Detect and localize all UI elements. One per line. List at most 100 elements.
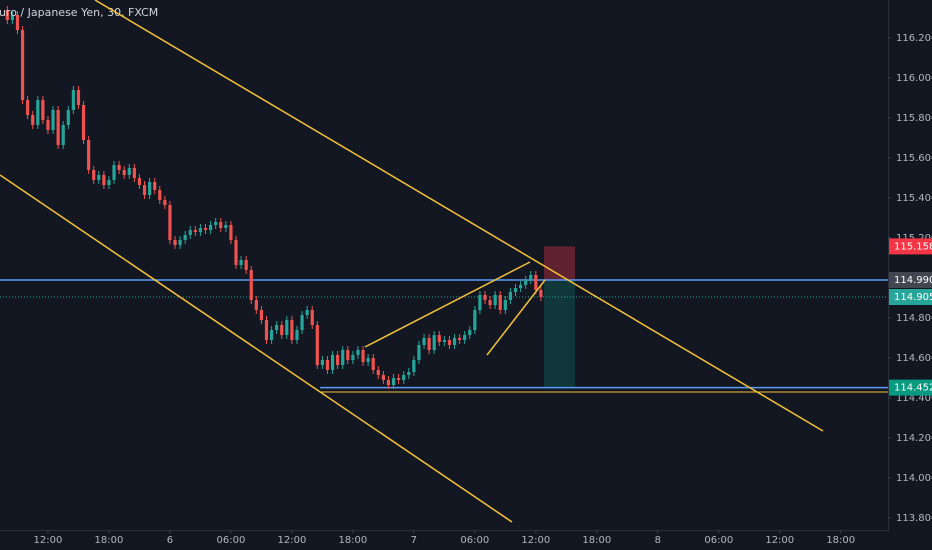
candle-body bbox=[20, 30, 25, 100]
candle-body bbox=[117, 165, 121, 170]
candle-body bbox=[402, 375, 406, 380]
lower-channel-line bbox=[0, 174, 513, 523]
candle-body bbox=[112, 165, 116, 180]
candle-body bbox=[254, 300, 258, 310]
candle-body bbox=[71, 90, 75, 110]
candle-body bbox=[234, 240, 238, 265]
x-tick-label: 6 bbox=[167, 535, 173, 546]
candle-body bbox=[295, 330, 299, 340]
candle-body bbox=[361, 350, 365, 362]
candle-body bbox=[178, 240, 182, 245]
y-tick-label: 115.600 bbox=[896, 153, 932, 164]
x-tick-label: 12:00 bbox=[521, 535, 550, 546]
candle-body bbox=[473, 310, 477, 330]
candle-body bbox=[92, 170, 96, 180]
trend-lines bbox=[0, 0, 888, 523]
candle-body bbox=[107, 180, 111, 185]
y-tick-label: 113.800 bbox=[896, 513, 932, 524]
candle-body bbox=[412, 360, 416, 372]
candle-body bbox=[168, 205, 172, 240]
candle-body bbox=[249, 270, 253, 300]
candle-body bbox=[432, 335, 436, 350]
candle-body bbox=[452, 338, 457, 345]
candle-body bbox=[407, 372, 411, 375]
y-tick-label: 114.400 bbox=[896, 393, 932, 404]
candle-body bbox=[15, 15, 20, 30]
y-tick-label: 114.000 bbox=[896, 473, 932, 484]
time-axis-bg bbox=[0, 531, 932, 550]
candle-body bbox=[214, 222, 218, 225]
x-tick-label: 7 bbox=[411, 535, 417, 546]
candle-body bbox=[366, 358, 370, 362]
candle-body bbox=[463, 335, 467, 340]
candle-body bbox=[351, 355, 355, 360]
candle-body bbox=[503, 300, 507, 310]
candle-body bbox=[437, 335, 441, 342]
y-tick-label: 114.600 bbox=[896, 353, 932, 364]
candle-body bbox=[539, 290, 543, 297]
candle-body bbox=[87, 140, 91, 170]
candle-body bbox=[458, 338, 462, 340]
price-label-bg bbox=[889, 238, 932, 255]
x-tick-label: 12:00 bbox=[765, 535, 794, 546]
candle-body bbox=[219, 222, 223, 228]
price-label: 115.158 bbox=[894, 241, 932, 252]
candle-body bbox=[468, 330, 472, 335]
candle-body bbox=[381, 375, 385, 380]
candle-body bbox=[76, 90, 81, 105]
candle-body bbox=[534, 275, 538, 290]
candle-body bbox=[493, 295, 497, 305]
candle-body bbox=[447, 340, 452, 345]
candle-body bbox=[229, 225, 233, 240]
candle-body bbox=[183, 235, 187, 240]
candle-body bbox=[163, 200, 167, 205]
candle-body bbox=[442, 340, 446, 342]
candle-body bbox=[153, 182, 157, 190]
chart-title: Euro / Japanese Yen, 30, FXCM bbox=[0, 6, 158, 19]
candle-body bbox=[208, 225, 213, 230]
x-tick-label: 18:00 bbox=[95, 535, 124, 546]
candle-body bbox=[36, 100, 40, 125]
price-label-bg bbox=[889, 272, 932, 288]
x-tick-label: 8 bbox=[655, 535, 661, 546]
candle-body bbox=[97, 175, 101, 180]
x-tick-label: 18:00 bbox=[338, 535, 367, 546]
candle-body bbox=[488, 300, 492, 305]
candle-body bbox=[51, 110, 55, 130]
candle-body bbox=[26, 100, 30, 115]
candle-body bbox=[127, 168, 131, 175]
x-tick-label: 06:00 bbox=[460, 535, 489, 546]
candle-body bbox=[325, 360, 330, 370]
x-tick-label: 12:00 bbox=[34, 535, 63, 546]
candle-body bbox=[341, 350, 345, 365]
candle-body bbox=[66, 110, 70, 125]
candle-body bbox=[498, 295, 502, 310]
candle-body bbox=[264, 320, 269, 340]
candle-body bbox=[203, 228, 208, 230]
target-zone bbox=[544, 280, 575, 388]
candle-body bbox=[371, 358, 375, 370]
candle-body bbox=[508, 292, 513, 300]
candle-body bbox=[417, 345, 421, 360]
wedge-upper-line bbox=[364, 261, 531, 348]
candle-body bbox=[259, 310, 264, 320]
candle-body bbox=[188, 230, 192, 235]
y-tick-label: 115.800 bbox=[896, 113, 932, 124]
y-tick-label: 116.000 bbox=[896, 73, 932, 84]
candle-body bbox=[10, 15, 14, 20]
x-tick-label: 06:00 bbox=[704, 535, 733, 546]
plot-area bbox=[0, 6, 888, 389]
candle-body bbox=[81, 105, 86, 140]
candle-body bbox=[5, 10, 9, 20]
y-tick-label: 116.200 bbox=[896, 33, 932, 44]
candle-body bbox=[61, 125, 65, 145]
candle-body bbox=[483, 295, 487, 300]
candle-body bbox=[142, 185, 147, 195]
candle-body bbox=[31, 115, 35, 125]
candle-body bbox=[173, 240, 177, 245]
candle-body bbox=[193, 230, 197, 232]
candle-body bbox=[518, 285, 523, 288]
price-label-bg bbox=[889, 289, 932, 305]
